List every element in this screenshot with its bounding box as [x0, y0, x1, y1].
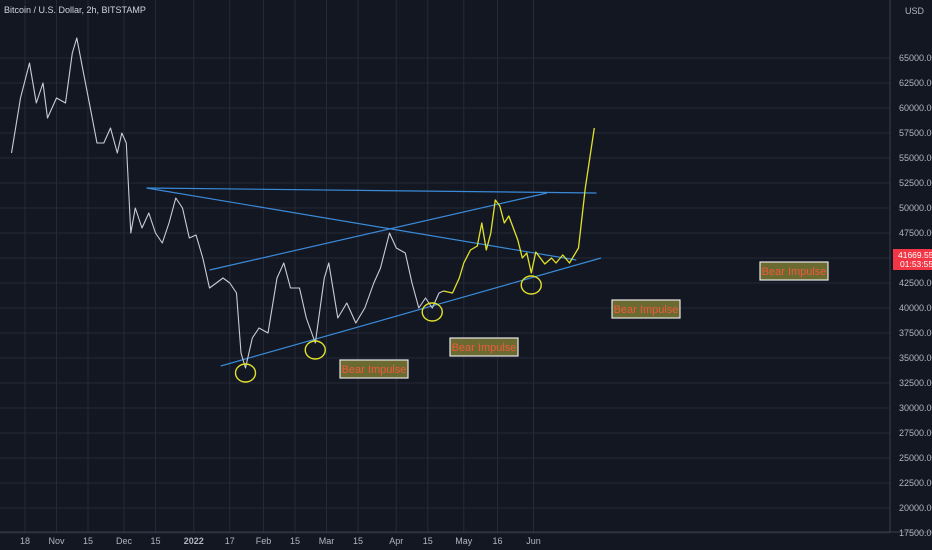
price-tick-label: 35000.00 [899, 353, 932, 363]
annotation-bear-impulse: Bear Impulse [611, 299, 681, 319]
price-series[interactable] [10, 37, 595, 369]
price-tick-label: 62500.00 [899, 78, 932, 88]
trend-line [220, 257, 602, 367]
time-tick-label: 15 [423, 536, 433, 546]
price-tick-label: 50000.00 [899, 203, 932, 213]
currency-label: USD [905, 6, 925, 16]
price-tick-label: 52500.00 [899, 178, 932, 188]
annotation-box [759, 261, 829, 281]
annotation-labels: Bear Impulse Bear Impulse Bear Impulse Bear… [339, 261, 829, 379]
annotation-bear-impulse: Bear Impulse [759, 261, 829, 281]
price-tick-label: 25000.00 [899, 453, 932, 463]
low-marker-circle [304, 340, 326, 360]
price-tick-label: 30000.00 [899, 403, 932, 413]
time-tick-label: Dec [116, 536, 133, 546]
annotation-box [339, 359, 409, 379]
time-axis[interactable]: 18 Nov 15 Dec 15 2022 17 Feb 15 Mar 15 Apr 15 May 16 Ju… [20, 536, 541, 546]
annotation-bear-impulse: Bear Impulse [339, 359, 409, 379]
low-marker-circle [234, 363, 257, 383]
price-tick-label: 60000.00 [899, 103, 932, 113]
time-tick-label: May [455, 536, 473, 546]
price-tick-label: 27500.00 [899, 428, 932, 438]
price-tick-label: 17500.00 [899, 528, 932, 538]
price-tick-label: 55000.00 [899, 153, 932, 163]
time-tick-label: 18 [20, 536, 30, 546]
price-tick-label: 65000.00 [899, 53, 932, 63]
time-tick-label: 2022 [184, 536, 204, 546]
trend-line [146, 187, 577, 261]
time-tick-label: Jun [526, 536, 541, 546]
trendlines [146, 187, 602, 367]
time-tick-label: 15 [150, 536, 160, 546]
price-tick-label: 42500.00 [899, 278, 932, 288]
time-tick-label: 17 [225, 536, 235, 546]
price-tag-box [893, 249, 932, 270]
price-tick-label: 20000.00 [899, 503, 932, 513]
time-tick-label: Mar [319, 536, 335, 546]
time-tick-label: 15 [353, 536, 363, 546]
price-tick-label: 40000.00 [899, 303, 932, 313]
time-tick-label: Feb [256, 536, 272, 546]
price-tick-label: 22500.00 [899, 478, 932, 488]
time-tick-label: Apr [389, 536, 403, 546]
low-marker-circle [421, 302, 443, 322]
trend-line [209, 192, 548, 271]
price-tick-label: 47500.00 [899, 228, 932, 238]
trend-line [146, 187, 597, 194]
price-line[interactable] [10, 37, 444, 369]
time-tick-label: 16 [492, 536, 502, 546]
price-tag-value: 41669.55 [898, 250, 932, 260]
time-tick-label: 15 [290, 536, 300, 546]
annotation-text: Bear Impulse [342, 364, 407, 376]
price-tick-label: 57500.00 [899, 128, 932, 138]
annotation-text: Bear Impulse [762, 266, 827, 278]
low-markers [234, 275, 542, 383]
grid [0, 0, 890, 534]
price-tick-label: 37500.00 [899, 328, 932, 338]
time-tick-label: Nov [48, 536, 65, 546]
annotation-text: Bear Impulse [614, 304, 679, 316]
price-tag: 41669.55 01:53:55 [893, 249, 932, 270]
annotation-box [449, 337, 519, 357]
low-marker-circle [520, 275, 542, 295]
projection-line[interactable] [443, 127, 595, 294]
price-tag-countdown: 01:53:55 [900, 259, 932, 269]
price-tick-label: 32500.00 [899, 378, 932, 388]
annotation-box [611, 299, 681, 319]
annotation-bear-impulse: Bear Impulse [449, 337, 519, 357]
time-tick-label: 15 [83, 536, 93, 546]
annotation-text: Bear Impulse [452, 342, 517, 354]
chart-title: Bitcoin / U.S. Dollar, 2h, BITSTAMP [4, 5, 146, 15]
